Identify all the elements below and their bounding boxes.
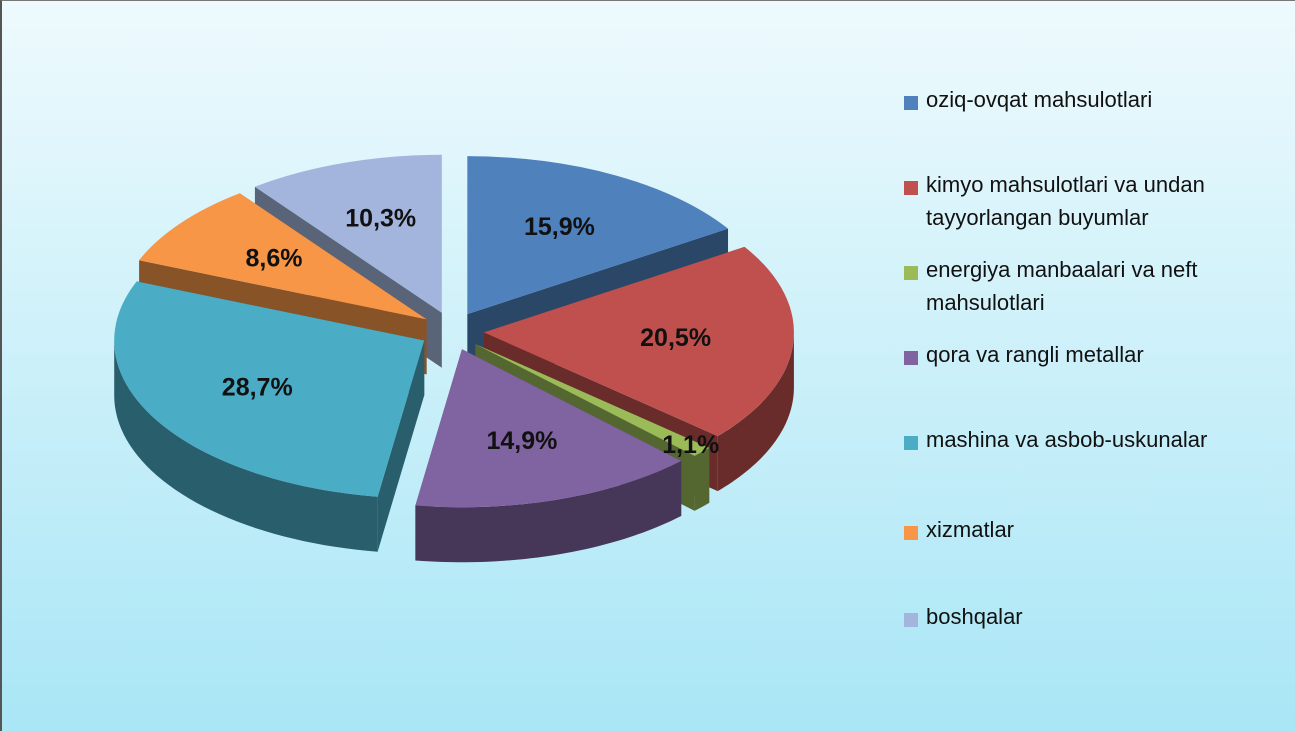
legend-label: xizmatlar: [926, 517, 1015, 542]
legend-item: energiya manbaalari va neft mahsulotlari: [904, 257, 1284, 319]
legend-item: boshqalar: [904, 604, 1284, 633]
slice: [415, 349, 682, 563]
slice: [139, 193, 427, 320]
legend-label: boshqalar: [926, 604, 1023, 629]
slice-side: [114, 340, 378, 552]
legend-label: mashina va asbob-uskunalar: [926, 427, 1208, 452]
legend-label: kimyo mahsulotlari va undan tayyorlangan…: [926, 172, 1205, 230]
data-label: 20,5%: [640, 324, 711, 352]
slice: [475, 344, 710, 456]
legend-swatch: [904, 351, 918, 365]
slice-side: [717, 332, 794, 492]
slice-side: [415, 460, 682, 563]
legend-label: oziq-ovqat mahsulotlari: [926, 87, 1153, 112]
slice: [467, 156, 729, 315]
data-label: 8,6%: [245, 244, 302, 272]
slice: [415, 349, 682, 508]
slice: [254, 154, 442, 313]
data-label: 1,1%: [662, 431, 719, 459]
data-label: 28,7%: [222, 374, 293, 402]
slice: [114, 281, 425, 497]
data-label: 15,9%: [524, 213, 595, 241]
legend-label: energiya manbaalari va neft mahsulotlari: [926, 257, 1198, 315]
legend-swatch: [904, 266, 918, 280]
legend-swatch: [904, 613, 918, 627]
legend-swatch: [904, 526, 918, 540]
pie-area: 15,9% 20,5% 1,1% 14,9% 28,7% 8,6% 10,3%: [114, 154, 794, 563]
slice-side: [377, 340, 425, 552]
legend-label: qora va rangli metallar: [926, 342, 1144, 367]
slice: [114, 281, 425, 552]
legend-swatch: [904, 181, 918, 195]
data-label: 14,9%: [487, 427, 558, 455]
legend-item: mashina va asbob-uskunalar: [904, 427, 1284, 456]
slice: [483, 246, 794, 437]
legend-swatch: [904, 436, 918, 450]
legend-swatch: [904, 96, 918, 110]
legend-item: kimyo mahsulotlari va undan tayyorlangan…: [904, 172, 1284, 234]
legend-item: xizmatlar: [904, 517, 1284, 546]
data-label: 10,3%: [345, 205, 416, 233]
legend-item: qora va rangli metallar: [904, 342, 1284, 371]
slice-side: [694, 447, 710, 511]
legend-item: oziq-ovqat mahsulotlari: [904, 87, 1284, 116]
